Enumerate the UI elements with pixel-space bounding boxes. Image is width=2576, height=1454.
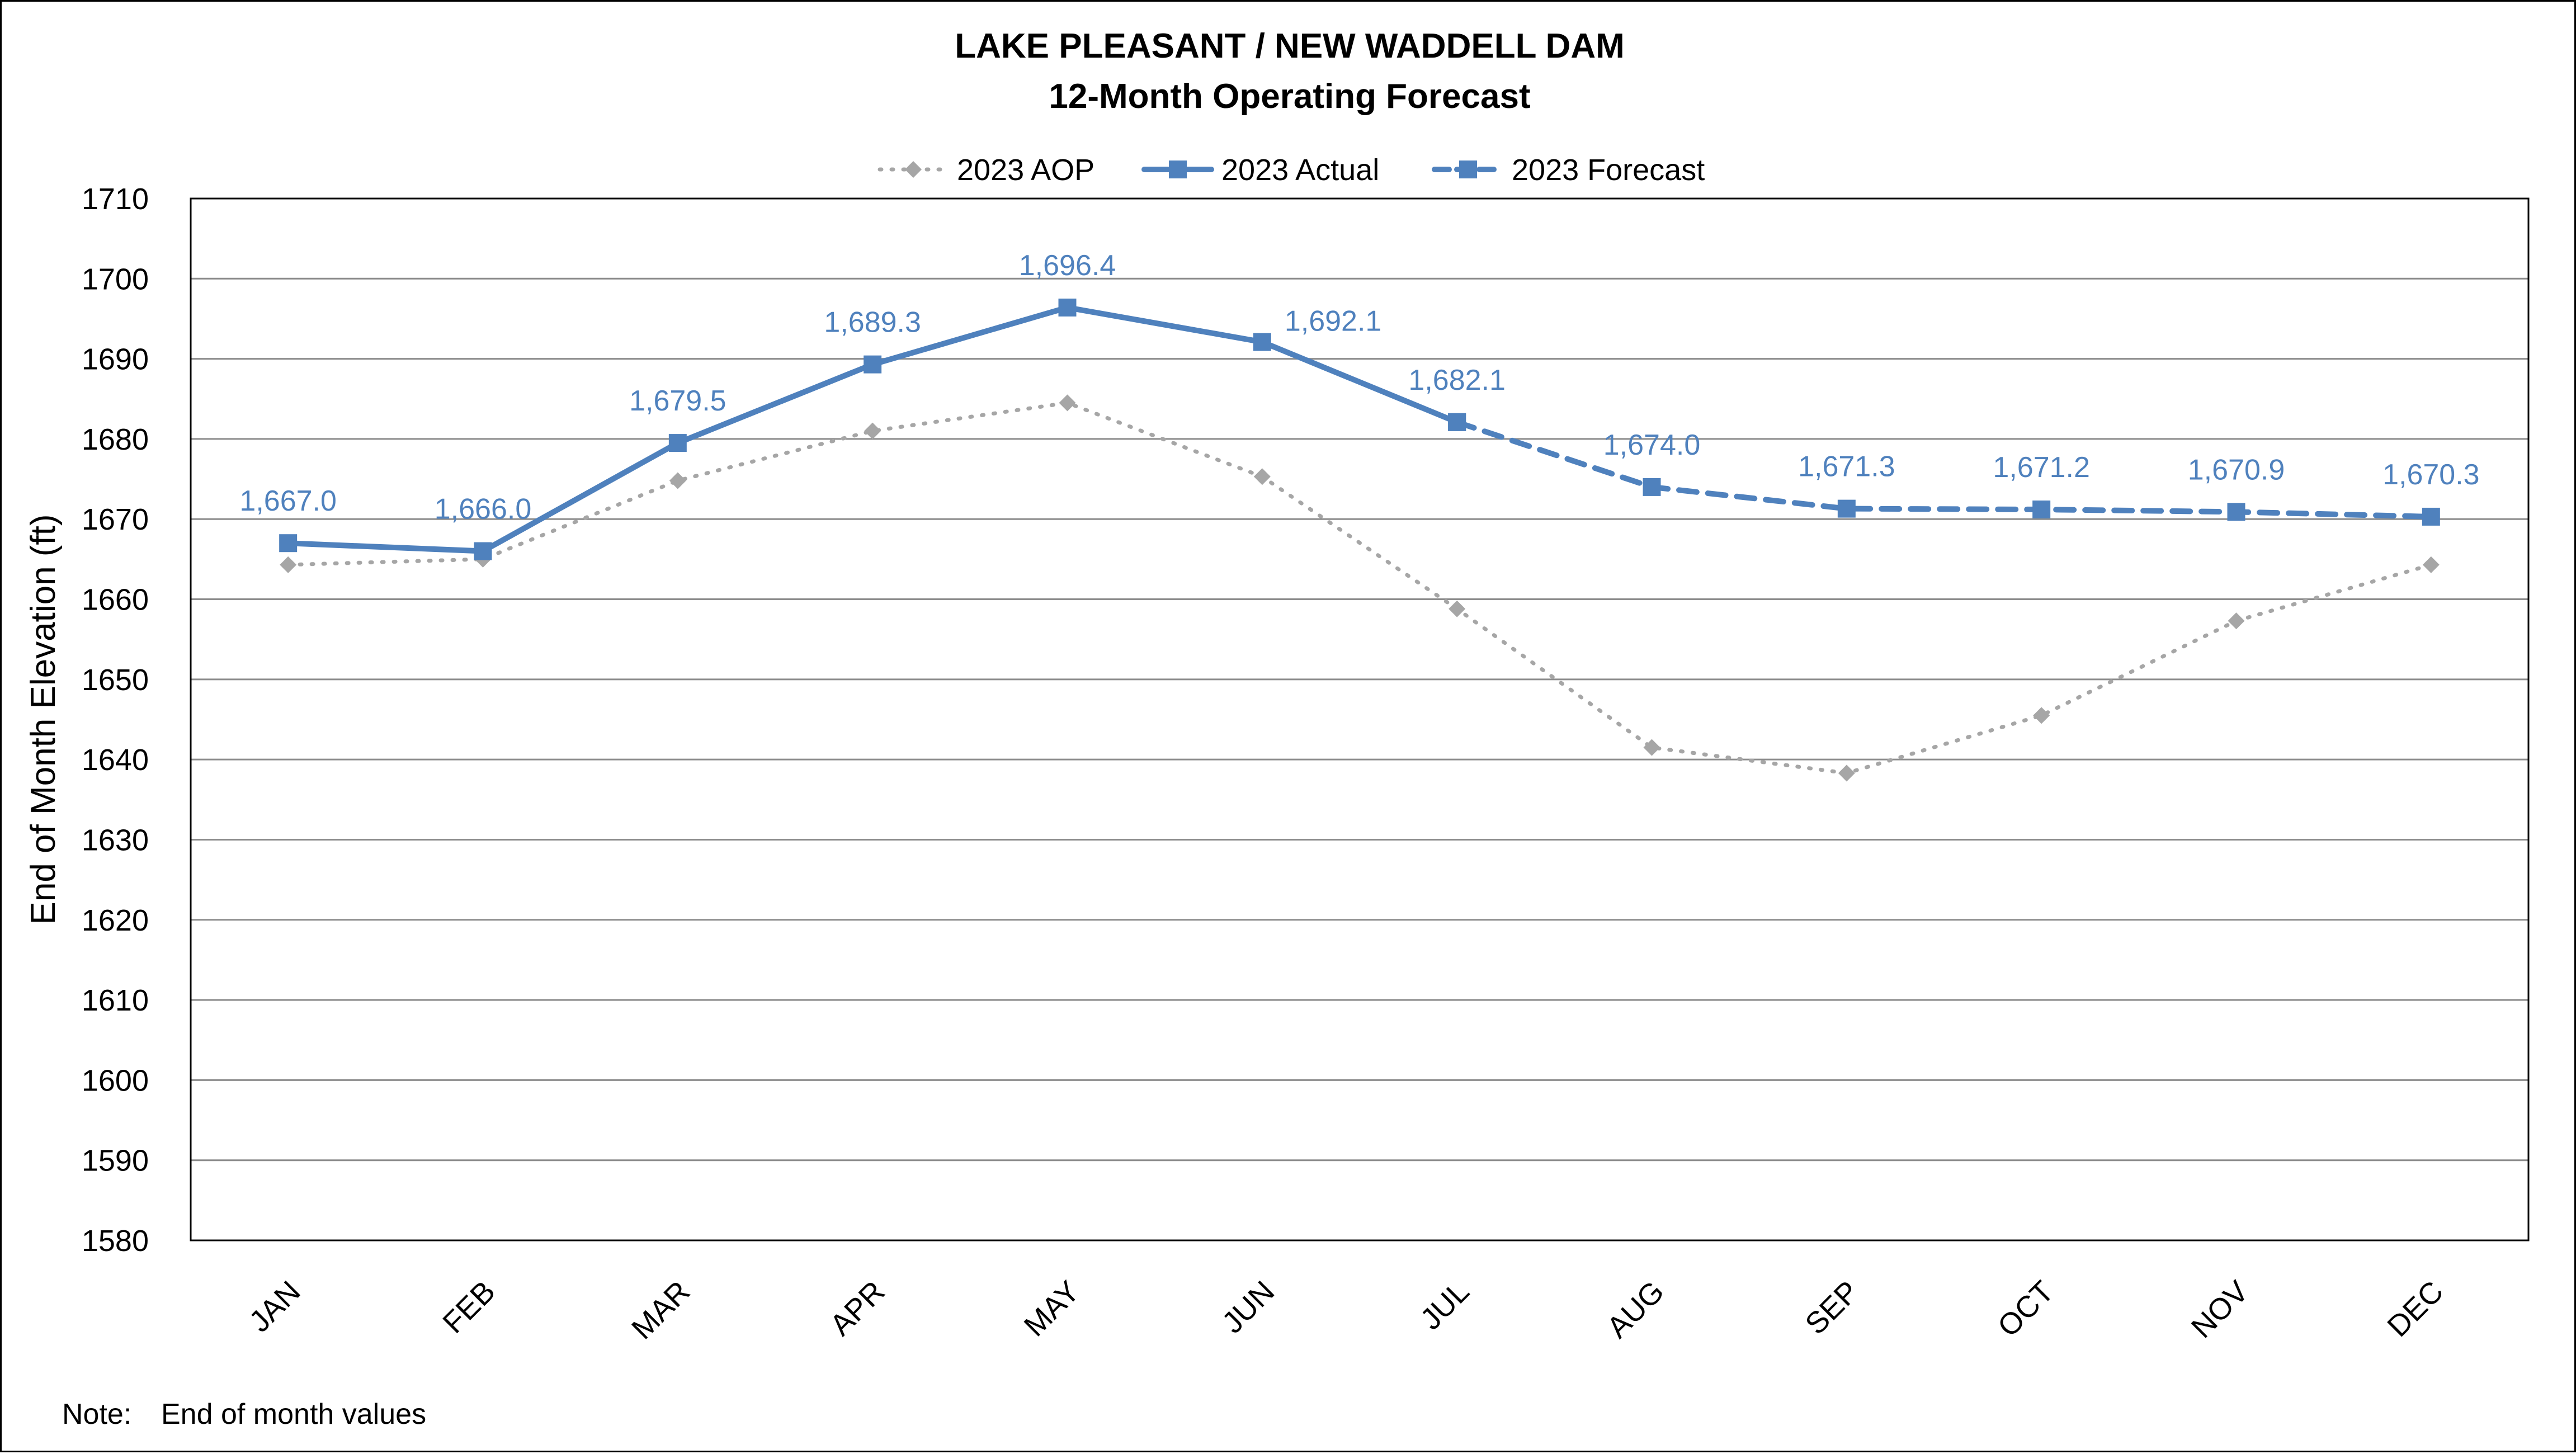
x-tick-label-dec: DEC xyxy=(2381,1274,2450,1343)
aop-point-marker xyxy=(2033,707,2050,724)
forecast-point-marker xyxy=(2227,503,2245,521)
x-tick-label-jan: JAN xyxy=(243,1274,307,1339)
y-tick-label: 1670 xyxy=(82,503,149,536)
legend-label: 2023 Forecast xyxy=(1512,153,1705,187)
legend-item-2023-forecast: 2023 Forecast xyxy=(1432,153,1705,187)
chart-subtitle: 12-Month Operating Forecast xyxy=(1049,77,1530,116)
actual-point-marker xyxy=(864,355,882,374)
aop-point-marker xyxy=(905,161,922,178)
y-tick-label: 1710 xyxy=(82,182,149,216)
y-tick-label: 1580 xyxy=(82,1224,149,1258)
aop-point-marker xyxy=(2422,556,2440,573)
forecast-point-marker xyxy=(1837,499,1856,518)
y-tick-label: 1620 xyxy=(82,904,149,937)
note-label: Note: xyxy=(62,1398,131,1431)
aop-point-marker xyxy=(1643,739,1660,756)
actual-point-marker xyxy=(668,434,687,452)
data-label-aug: 1,674.0 xyxy=(1603,429,1701,461)
aop-point-marker xyxy=(669,472,686,489)
x-tick-label-oct: OCT xyxy=(1992,1274,2060,1343)
x-tick-label-apr: APR xyxy=(824,1274,891,1342)
aop-point-marker xyxy=(280,556,297,573)
plot-area xyxy=(190,197,2530,1241)
y-tick-label: 1700 xyxy=(82,262,149,296)
data-labels: 1,667.0 1,666.0 1,679.5 1,689.3 1,696.4 1,692… xyxy=(239,249,2479,526)
actual-point-marker xyxy=(1058,298,1077,317)
x-tick-label-mar: MAR xyxy=(625,1274,696,1346)
x-tick-label-sep: SEP xyxy=(1799,1274,1865,1341)
x-tick-label-jun: JUN xyxy=(1216,1274,1281,1340)
series-line xyxy=(1454,419,2434,520)
y-tick-label: 1690 xyxy=(82,343,149,376)
data-label-apr: 1,689.3 xyxy=(824,306,921,339)
aop-point-marker xyxy=(1059,394,1076,412)
aop-point-marker xyxy=(864,422,881,440)
legend-item-2023-actual: 2023 Actual xyxy=(1141,153,1379,187)
legend-label: 2023 Actual xyxy=(1221,153,1379,187)
y-tick-label: 1680 xyxy=(82,423,149,456)
y-axis-ticks: 1580 1590 1600 1610 1620 1630 1640 1650 1660 1670… xyxy=(82,182,149,1258)
data-label-mar: 1,679.5 xyxy=(629,385,726,417)
series-2023-aop xyxy=(280,394,2440,782)
x-axis-ticks: JAN FEB MAR APR MAY JUN JUL AUG SEP OCT NOV DEC xyxy=(243,1274,2450,1346)
data-label-dec: 1,670.3 xyxy=(2382,459,2480,491)
legend-item-2023-aop: 2023 AOP xyxy=(877,153,1094,187)
data-label-jan: 1,667.0 xyxy=(239,485,337,517)
note-text: End of month values xyxy=(161,1398,426,1431)
legend: 2023 AOP 2023 Actual 2023 Forecast xyxy=(877,153,1705,187)
x-tick-label-jul: JUL xyxy=(1414,1274,1475,1336)
series-line xyxy=(286,400,2433,776)
forecast-point-marker xyxy=(1448,413,1466,431)
y-tick-label: 1650 xyxy=(82,663,149,697)
data-label-nov: 1,670.9 xyxy=(2188,454,2285,486)
gridlines xyxy=(191,277,2528,1162)
data-label-jun: 1,692.1 xyxy=(1285,305,1382,338)
series-2023-forecast xyxy=(1448,413,2440,526)
y-tick-label: 1640 xyxy=(82,743,149,777)
forecast-point-marker xyxy=(1643,478,1661,496)
actual-point-marker xyxy=(474,542,492,560)
x-tick-label-may: MAY xyxy=(1018,1274,1086,1343)
forecast-point-marker xyxy=(1459,160,1477,178)
x-tick-label-nov: NOV xyxy=(2185,1274,2255,1344)
x-tick-label-feb: FEB xyxy=(436,1274,502,1340)
y-tick-label: 1610 xyxy=(82,984,149,1017)
forecast-point-marker xyxy=(2032,501,2051,519)
x-tick-label-aug: AUG xyxy=(1601,1274,1671,1344)
legend-label: 2023 AOP xyxy=(957,153,1094,187)
series-layer xyxy=(279,298,2440,782)
aop-point-marker xyxy=(1253,468,1271,485)
aop-point-marker xyxy=(1449,600,1466,617)
actual-point-marker xyxy=(1169,160,1187,178)
actual-point-marker xyxy=(1253,333,1271,351)
aop-point-marker xyxy=(1838,764,1855,782)
data-label-feb: 1,666.0 xyxy=(435,493,532,526)
y-tick-label: 1660 xyxy=(82,583,149,617)
forecast-point-marker xyxy=(2422,507,2440,526)
y-tick-label: 1630 xyxy=(82,823,149,857)
y-tick-label: 1590 xyxy=(82,1144,149,1178)
data-label-may: 1,696.4 xyxy=(1019,249,1116,282)
data-label-jul: 1,682.1 xyxy=(1408,364,1506,396)
y-axis-title: End of Month Elevation (ft) xyxy=(24,514,63,924)
actual-point-marker xyxy=(279,534,298,553)
data-label-sep: 1,671.3 xyxy=(1798,451,1895,483)
data-label-oct: 1,671.2 xyxy=(1993,451,2090,484)
y-tick-label: 1600 xyxy=(82,1064,149,1097)
aop-point-marker xyxy=(2228,612,2245,630)
chart-title: LAKE PLEASANT / NEW WADDELL DAM xyxy=(955,27,1625,65)
